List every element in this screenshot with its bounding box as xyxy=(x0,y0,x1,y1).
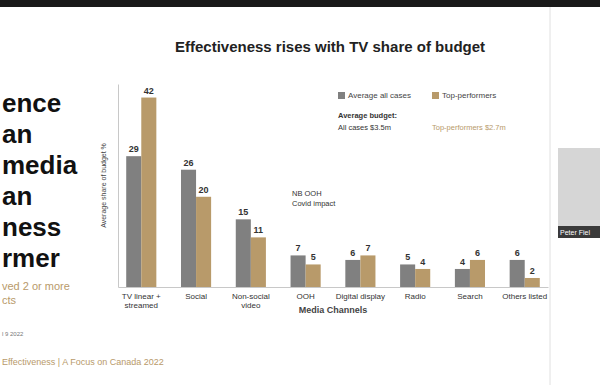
annotation: NB OOH xyxy=(292,189,322,198)
bar xyxy=(306,264,321,287)
bar xyxy=(510,260,525,287)
chart-title: Effectiveness rises with TV share of bud… xyxy=(175,38,485,55)
bars xyxy=(126,98,540,287)
x-tick-label: TV linear +streamed xyxy=(122,292,161,310)
annotation: Covid impact xyxy=(292,199,336,208)
bar xyxy=(455,269,470,287)
x-tick: Social xyxy=(185,287,207,301)
bar xyxy=(400,264,415,287)
x-tick-label: OOH xyxy=(296,292,314,301)
data-label: 7 xyxy=(365,243,370,253)
side-text: ence xyxy=(2,88,61,118)
legend-swatch xyxy=(338,92,345,99)
bar xyxy=(291,255,306,287)
legend-label: Average all cases xyxy=(348,91,411,100)
annotation: Average budget: xyxy=(338,111,397,120)
x-tick-label: Radio xyxy=(405,292,426,301)
bar xyxy=(181,170,196,287)
bar xyxy=(525,278,540,287)
side-text: ness xyxy=(2,212,61,242)
x-tick-label: Non-socialvideo xyxy=(232,292,270,310)
top-bar xyxy=(0,0,600,7)
side-note: ved 2 or more xyxy=(2,280,70,292)
bar xyxy=(141,98,156,287)
x-tick: OOH xyxy=(296,287,314,301)
data-label: 29 xyxy=(129,144,139,154)
data-labels: 2926157654642201157462 xyxy=(129,86,535,276)
data-label: 20 xyxy=(199,185,209,195)
data-label: 5 xyxy=(311,252,316,262)
y-axis-title: Average share of budget % xyxy=(100,143,108,228)
bar xyxy=(345,260,360,287)
slide-date: l 9 2022 xyxy=(2,331,24,337)
data-label: 15 xyxy=(238,207,248,217)
x-tick-label: Digital display xyxy=(336,292,385,301)
legend-swatch xyxy=(432,92,439,99)
side-note: cts xyxy=(2,294,17,306)
x-tick-label-line: Non-social xyxy=(232,292,270,301)
data-label: 6 xyxy=(475,248,480,258)
y-axis xyxy=(118,85,119,288)
data-label: 7 xyxy=(296,243,301,253)
data-label: 4 xyxy=(460,257,465,267)
page: enceanmediaannessrmerved 2 or morectsl 9… xyxy=(0,0,600,390)
bar xyxy=(470,260,485,287)
bar xyxy=(196,197,211,287)
x-tick: Non-socialvideo xyxy=(232,287,270,310)
x-tick-label-line: streamed xyxy=(125,301,158,310)
data-label: 4 xyxy=(420,257,425,267)
bar xyxy=(236,219,251,287)
data-label: 42 xyxy=(144,86,154,96)
bar xyxy=(251,237,266,287)
data-label: 6 xyxy=(515,248,520,258)
x-tick: Digital display xyxy=(336,287,385,301)
side-text: an xyxy=(2,181,32,211)
x-axis-title: Media Channels xyxy=(299,305,368,315)
x-axis: TV linear +streamed Social Non-socialvideo… xyxy=(119,287,549,310)
x-tick-label: Others listed xyxy=(502,292,547,301)
x-tick: Search xyxy=(457,287,482,301)
x-tick-label: Social xyxy=(185,292,207,301)
x-tick: Others listed xyxy=(502,287,547,301)
data-label: 6 xyxy=(350,248,355,258)
annotation: All cases $3.5m xyxy=(338,123,391,132)
side-text: media xyxy=(2,150,78,180)
data-label: 26 xyxy=(184,158,194,168)
participant-name: Peter Fiel xyxy=(560,229,590,236)
data-label: 2 xyxy=(530,266,535,276)
data-label: 5 xyxy=(405,252,410,262)
legend-label: Top-performers xyxy=(442,91,496,100)
x-tick-label-line: video xyxy=(241,301,261,310)
bar xyxy=(126,156,141,287)
video-tile xyxy=(558,148,600,238)
side-text: an xyxy=(2,119,32,149)
annotation: Top-performers $2.7m xyxy=(432,123,506,132)
x-axis-line xyxy=(119,287,549,288)
x-tick: TV linear +streamed xyxy=(122,287,161,310)
bar xyxy=(415,269,430,287)
legend: Average all cases Top-performers xyxy=(338,91,496,100)
slide-footer: Effectiveness | A Focus on Canada 2022 xyxy=(2,357,164,367)
side-text: rmer xyxy=(2,243,60,273)
background xyxy=(0,0,600,390)
video-label-bg xyxy=(558,226,600,238)
y-axis-line xyxy=(118,85,119,288)
data-label: 11 xyxy=(254,225,264,235)
slide-edge xyxy=(550,7,551,385)
bar xyxy=(360,255,375,287)
x-tick: Radio xyxy=(405,287,426,301)
x-tick-label-line: TV linear + xyxy=(122,292,161,301)
x-tick-label: Search xyxy=(457,292,482,301)
